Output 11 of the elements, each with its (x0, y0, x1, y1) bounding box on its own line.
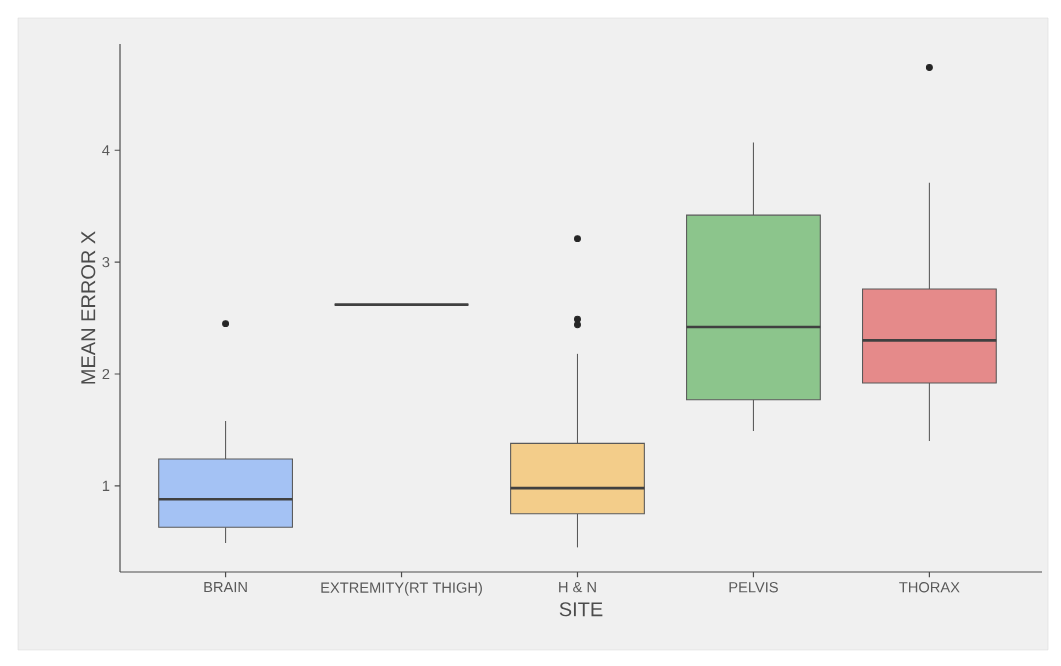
x-tick-label: THORAX (899, 582, 960, 593)
y-tick-label: 1 (102, 480, 110, 491)
x-tick-label: PELVIS (729, 582, 778, 593)
y-axis-title: MEAN ERROR X (81, 231, 96, 384)
y-tick-label: 3 (102, 256, 110, 268)
y-tick-label: 2 (102, 368, 110, 380)
x-tick-label: BRAIN (204, 582, 247, 593)
x-tick-label: H & N (559, 582, 596, 593)
x-tick-label: EXTREMITY(RT THIGH) (321, 582, 482, 596)
x-axis-title: SITE (559, 602, 603, 617)
y-tick-label: 4 (102, 145, 110, 156)
